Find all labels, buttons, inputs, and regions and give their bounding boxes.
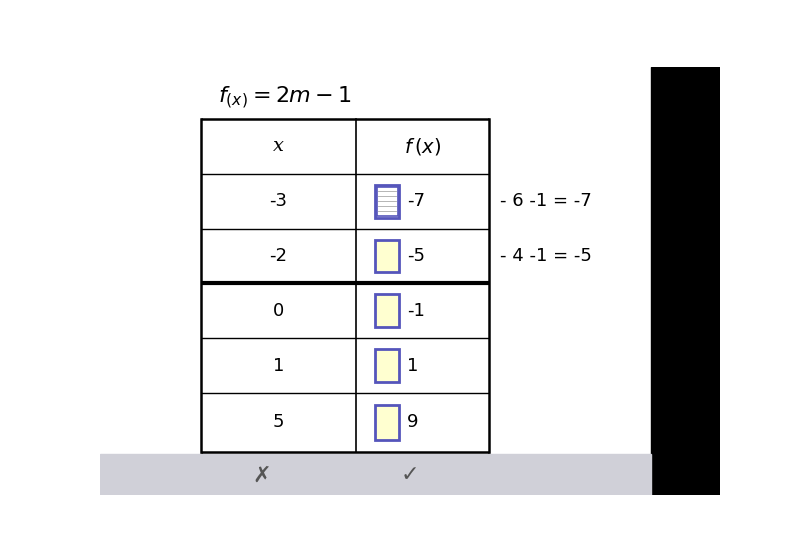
- Text: $f_{(x)} = 2m - 1$: $f_{(x)} = 2m - 1$: [218, 85, 352, 111]
- Bar: [650, 67, 720, 495]
- Bar: [377, 187, 398, 216]
- Text: 0: 0: [273, 302, 284, 320]
- Text: $f\,(x)$: $f\,(x)$: [404, 136, 442, 157]
- Text: x: x: [273, 137, 284, 155]
- Bar: [100, 454, 650, 495]
- Bar: [374, 294, 399, 327]
- Bar: [374, 349, 399, 382]
- Text: -3: -3: [270, 192, 287, 210]
- Bar: [374, 405, 399, 440]
- Text: -5: -5: [407, 247, 425, 265]
- Text: 1: 1: [273, 356, 284, 375]
- Text: ✗: ✗: [252, 465, 270, 485]
- Bar: [374, 185, 399, 217]
- Bar: [374, 240, 399, 272]
- Text: ✓: ✓: [401, 465, 419, 485]
- Text: - 4 -1 = -5: - 4 -1 = -5: [500, 247, 592, 265]
- Text: 1: 1: [407, 356, 418, 375]
- Text: -1: -1: [407, 302, 425, 320]
- Text: 5: 5: [273, 414, 284, 431]
- Text: - 6 -1 = -7: - 6 -1 = -7: [500, 192, 592, 210]
- Text: 9: 9: [407, 414, 418, 431]
- Text: -7: -7: [407, 192, 425, 210]
- Text: -2: -2: [270, 247, 287, 265]
- Bar: [201, 119, 490, 452]
